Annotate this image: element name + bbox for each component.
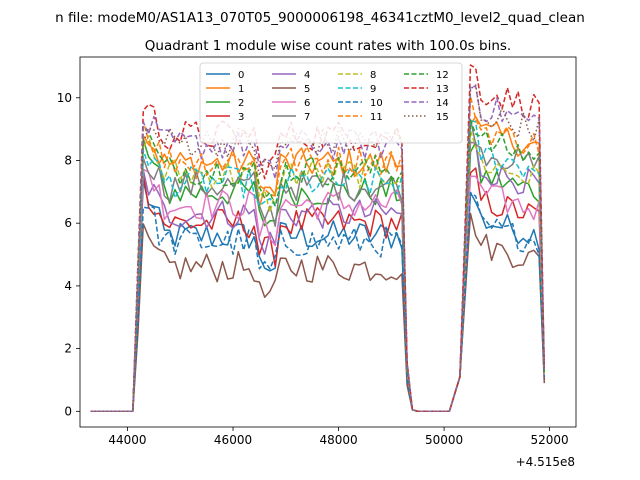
y-tick-label: 4 (64, 279, 72, 293)
legend-item[interactable]: 14 (404, 98, 449, 109)
legend-label: 4 (304, 70, 310, 81)
y-tick-label: 8 (64, 153, 72, 167)
legend-item[interactable]: 7 (272, 112, 310, 123)
series-line-8 (90, 129, 546, 413)
series-line-1 (90, 116, 546, 413)
series-line-9 (90, 119, 546, 413)
x-tick-label: 52000 (531, 433, 569, 447)
series-line-12 (90, 119, 546, 413)
y-tick-label: 0 (64, 404, 72, 418)
legend-label: 8 (370, 70, 376, 81)
figure-suptitle: n file: modeM0/AS1A13_070T05_9000006198_… (55, 10, 585, 26)
series-line-2 (90, 138, 546, 413)
y-axis: 0 2 4 6 8 10 (57, 91, 80, 418)
x-tick-label: 44000 (108, 433, 146, 447)
legend-frame (199, 62, 463, 144)
series-line-10 (90, 191, 546, 413)
x-tick-label: 46000 (214, 433, 252, 447)
x-axis: 44000 46000 48000 50000 52000 (108, 427, 569, 447)
legend-label: 9 (370, 84, 376, 95)
x-tick-label: 48000 (319, 433, 357, 447)
plot-area (79, 56, 577, 428)
legend-label: 3 (238, 112, 244, 123)
legend-label: 7 (304, 112, 310, 123)
series-line-6 (90, 168, 546, 413)
legend-item[interactable]: 3 (206, 112, 244, 123)
series-line-11 (90, 95, 546, 413)
series-line-4 (90, 141, 546, 413)
legend-item[interactable]: 11 (338, 112, 383, 123)
legend-item[interactable]: 0 (206, 70, 244, 81)
series-line-14 (90, 85, 546, 413)
legend-item[interactable]: 6 (272, 98, 310, 109)
legend-item[interactable]: 13 (404, 84, 449, 95)
legend-label: 14 (436, 98, 449, 109)
legend-label: 0 (238, 70, 244, 81)
axes-frame (79, 56, 577, 428)
series-line-13 (90, 64, 546, 413)
chart-title: Quadrant 1 module wise count rates with … (145, 38, 511, 54)
legend-label: 15 (436, 112, 449, 123)
series-line-3 (90, 167, 546, 413)
x-offset-label: +4.515e8 (516, 455, 575, 469)
legend-label: 13 (436, 84, 449, 95)
legend-item[interactable]: 9 (338, 84, 376, 95)
legend-item[interactable]: 5 (272, 84, 310, 95)
legend-item[interactable]: 2 (206, 98, 244, 109)
series-layer (90, 64, 546, 413)
legend-label: 10 (370, 98, 383, 109)
legend-label: 5 (304, 84, 310, 95)
y-tick-label: 6 (64, 216, 72, 230)
legend-item[interactable]: 4 (272, 70, 310, 81)
series-line-7 (90, 118, 546, 413)
legend-item[interactable]: 1 (206, 84, 244, 95)
legend-label: 12 (436, 70, 449, 81)
legend-label: 6 (304, 98, 310, 109)
legend-item[interactable]: 8 (338, 70, 376, 81)
legend-item[interactable]: 10 (338, 98, 383, 109)
legend-label: 11 (370, 112, 383, 123)
legend-item[interactable]: 12 (404, 70, 449, 81)
legend-label: 2 (238, 98, 244, 109)
series-line-5 (90, 212, 546, 413)
x-tick-label: 50000 (425, 433, 463, 447)
legend-label: 1 (238, 84, 244, 95)
legend-item[interactable]: 15 (404, 112, 449, 123)
y-tick-label: 2 (64, 342, 72, 356)
y-tick-label: 10 (57, 91, 72, 105)
